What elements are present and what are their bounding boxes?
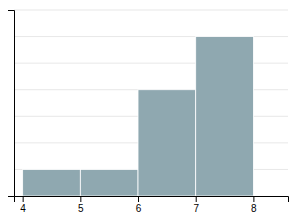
x-tick: 6 (136, 196, 142, 214)
x-tick-label: 4 (20, 203, 26, 214)
bar (196, 37, 254, 196)
x-tick-mark (138, 196, 139, 202)
x-tick-label: 7 (193, 203, 199, 214)
x-tick-mark (23, 196, 24, 202)
chart: 4 5 6 7 8 (0, 0, 300, 222)
y-axis-line (8, 11, 15, 197)
x-tick-mark (80, 196, 81, 202)
x-tick-label: 6 (136, 203, 142, 214)
bar (138, 90, 196, 196)
x-tick-mark (253, 196, 254, 202)
x-tick: 5 (78, 196, 84, 214)
plot: 4 5 6 7 8 (8, 10, 289, 214)
x-tick: 7 (193, 196, 199, 214)
x-axis: 4 5 6 7 8 (15, 196, 289, 214)
x-axis-line (15, 197, 289, 203)
bar (23, 169, 81, 196)
bar (80, 169, 138, 196)
y-axis (8, 11, 15, 197)
bars (23, 37, 254, 196)
grid-line (14, 10, 288, 11)
x-tick-label: 5 (78, 203, 84, 214)
x-tick: 4 (20, 196, 26, 214)
x-tick-mark (196, 196, 197, 202)
x-tick: 8 (251, 196, 257, 214)
x-tick-label: 8 (251, 203, 257, 214)
